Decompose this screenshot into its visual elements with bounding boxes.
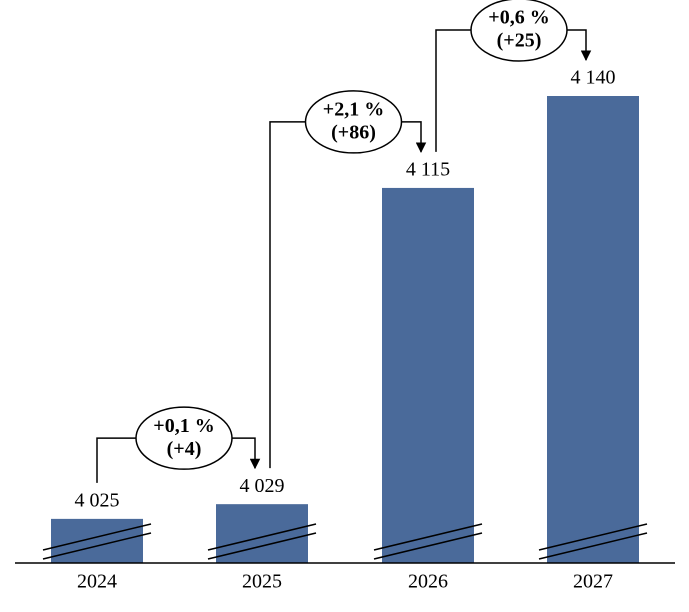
- change-abs: (+25): [497, 30, 542, 52]
- value-label: 4 029: [240, 475, 285, 497]
- change-abs: (+86): [331, 122, 376, 144]
- change-bubble: [470, 0, 568, 62]
- axis-break: [42, 532, 152, 560]
- change-pct: +2,1 %: [323, 99, 384, 121]
- change-pct: +0,1 %: [153, 415, 214, 437]
- x-tick-label: 2027: [573, 571, 613, 593]
- value-label: 4 140: [571, 67, 616, 89]
- axis-break: [538, 523, 648, 551]
- bar: [547, 96, 639, 563]
- x-tick-label: 2026: [408, 571, 448, 593]
- change-abs: (+4): [167, 438, 202, 460]
- change-pct: +0,6 %: [488, 7, 549, 29]
- bar: [382, 187, 474, 563]
- axis-break: [373, 532, 483, 560]
- axis-break: [207, 532, 317, 560]
- x-tick-label: 2024: [77, 571, 117, 593]
- axis-break: [42, 523, 152, 551]
- change-bubble: [304, 90, 403, 154]
- axis-break: [538, 532, 648, 560]
- value-label: 4 025: [75, 489, 120, 511]
- axis-break: [207, 523, 317, 551]
- value-label: 4 115: [406, 159, 450, 181]
- x-tick-label: 2025: [242, 571, 282, 593]
- axis-break: [373, 523, 483, 551]
- change-bubble: [135, 406, 233, 470]
- bar: [51, 518, 143, 563]
